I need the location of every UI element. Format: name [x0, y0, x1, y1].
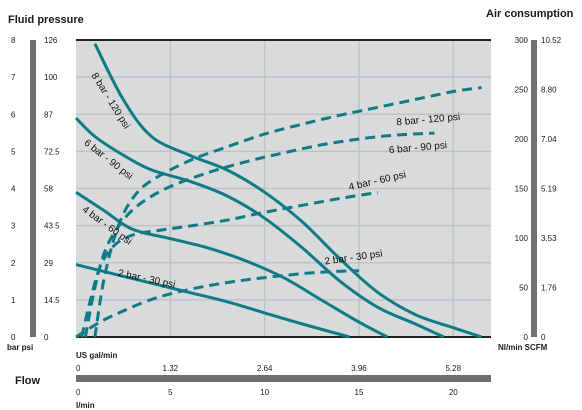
left-psi-tick-label: 126: [44, 36, 58, 45]
lmin-tick-label: 15: [355, 388, 364, 397]
right-nl-tick-label: 300: [515, 36, 529, 45]
right-nl-tick-label: 100: [515, 234, 529, 243]
lmin-tick-label: 10: [260, 388, 269, 397]
left-psi-tick-label: 0: [44, 333, 49, 342]
left-psi-tick-label: 14.5: [44, 296, 60, 305]
left-scale-bar-fill: [30, 40, 36, 337]
right-scale-bar-fill: [531, 40, 537, 337]
right-nl-tick-label: 250: [515, 86, 529, 95]
gal-tick-label: 1.32: [163, 364, 179, 373]
right-scfm-tick-label: 7.04: [541, 135, 557, 144]
right-nl-tick-label: 50: [519, 284, 528, 293]
left-bar-tick-mark: [36, 188, 40, 189]
gal-axis-ticks: 0 1.32 2.64 3.96 5.28: [76, 364, 462, 373]
fluid-pressure-curve-6-bar-90-psi: [74, 116, 445, 339]
left-psi-tick-label: 58: [44, 185, 53, 194]
left-bar-tick-label: 8: [11, 36, 16, 45]
air-consumption-curve-4-bar-60-psi: [80, 191, 379, 338]
lmin-tick-label: 20: [449, 388, 458, 397]
left-psi-tick-label: 29: [44, 259, 53, 268]
flow-scale-bar-fill: [76, 375, 491, 382]
curves: [74, 43, 483, 339]
right-scale-bar: [531, 40, 537, 337]
left-bar-tick-mark: [36, 150, 40, 152]
left-bar-tick-label: 0: [11, 333, 16, 342]
right-scfm-tick-label: 0: [541, 333, 546, 342]
left-bar-tick-label: 1: [11, 296, 16, 305]
left-bar-tick-label: 4: [11, 185, 16, 194]
plot-frame: [76, 39, 491, 338]
left-psi-tick-label: 72.5: [44, 147, 60, 156]
right-axis-ticks: 300 250 200 150 100 50 0 10.52 8.80 7.04 5.19 3.53 1…: [515, 36, 562, 342]
gal-tick-label: 0: [76, 364, 81, 373]
right-nl-tick-label: 150: [515, 185, 529, 194]
left-bar-tick-mark: [36, 336, 40, 338]
flow-label: Flow: [15, 375, 40, 387]
right-scfm-tick-label: 1.76: [541, 284, 557, 293]
right-scfm-tick-label: 10.52: [541, 36, 562, 45]
left-psi-tick-label: 87: [44, 110, 53, 119]
gal-axis-label: US gal/min: [76, 351, 117, 360]
gal-tick-label: 3.96: [351, 364, 367, 373]
left-bar-tick-mark: [36, 299, 40, 301]
left-bar-tick-mark: [36, 225, 40, 227]
left-bar-tick-label: 7: [11, 73, 16, 82]
right-nl-tick-label: 200: [515, 135, 529, 144]
left-psi-tick-label: 43.5: [44, 222, 60, 231]
lmin-tick-label: 5: [168, 388, 173, 397]
left-bar-tick-label: 3: [11, 222, 16, 231]
right-scfm-tick-label: 5.19: [541, 185, 557, 194]
fluid-pressure-curve-8-bar-120-psi: [93, 43, 483, 339]
left-bar-tick-label: 2: [11, 259, 16, 268]
left-bar-tick-mark: [36, 113, 40, 115]
left-bar-tick-mark: [36, 262, 40, 264]
grid-lines: [76, 40, 491, 337]
right-scfm-tick-label: 8.80: [541, 86, 557, 95]
right-axis-unit-label: Nl/min SCFM: [498, 343, 548, 352]
left-axis-unit-label: bar psi: [7, 343, 33, 352]
left-bar-tick-mark: [36, 76, 40, 78]
left-bar-tick-label: 5: [11, 147, 16, 156]
gal-tick-label: 5.28: [445, 364, 461, 373]
flow-scale-bar: [76, 375, 491, 382]
curve-label: 6 bar - 90 psi: [388, 140, 447, 156]
left-axis-title: Fluid pressure: [8, 14, 84, 26]
left-scale-bar: [30, 39, 40, 338]
left-bar-tick-label: 6: [11, 110, 16, 119]
right-nl-tick-label: 0: [524, 333, 529, 342]
air-consumption-curve-6-bar-90-psi: [83, 131, 435, 338]
lmin-axis-label: l/min: [76, 401, 95, 410]
right-axis-title: Air consumption: [486, 8, 574, 20]
right-scfm-tick-label: 3.53: [541, 234, 557, 243]
fluid-pressure-curve-2-bar-30-psi: [75, 263, 350, 339]
lmin-axis-ticks: 0 5 10 15 20: [76, 388, 458, 397]
gal-tick-label: 2.64: [257, 364, 273, 373]
fluid-pressure-curve-4-bar-60-psi: [75, 190, 388, 339]
left-bar-tick-mark: [36, 39, 40, 41]
lmin-tick-label: 0: [76, 388, 81, 397]
left-psi-tick-label: 100: [44, 73, 58, 82]
